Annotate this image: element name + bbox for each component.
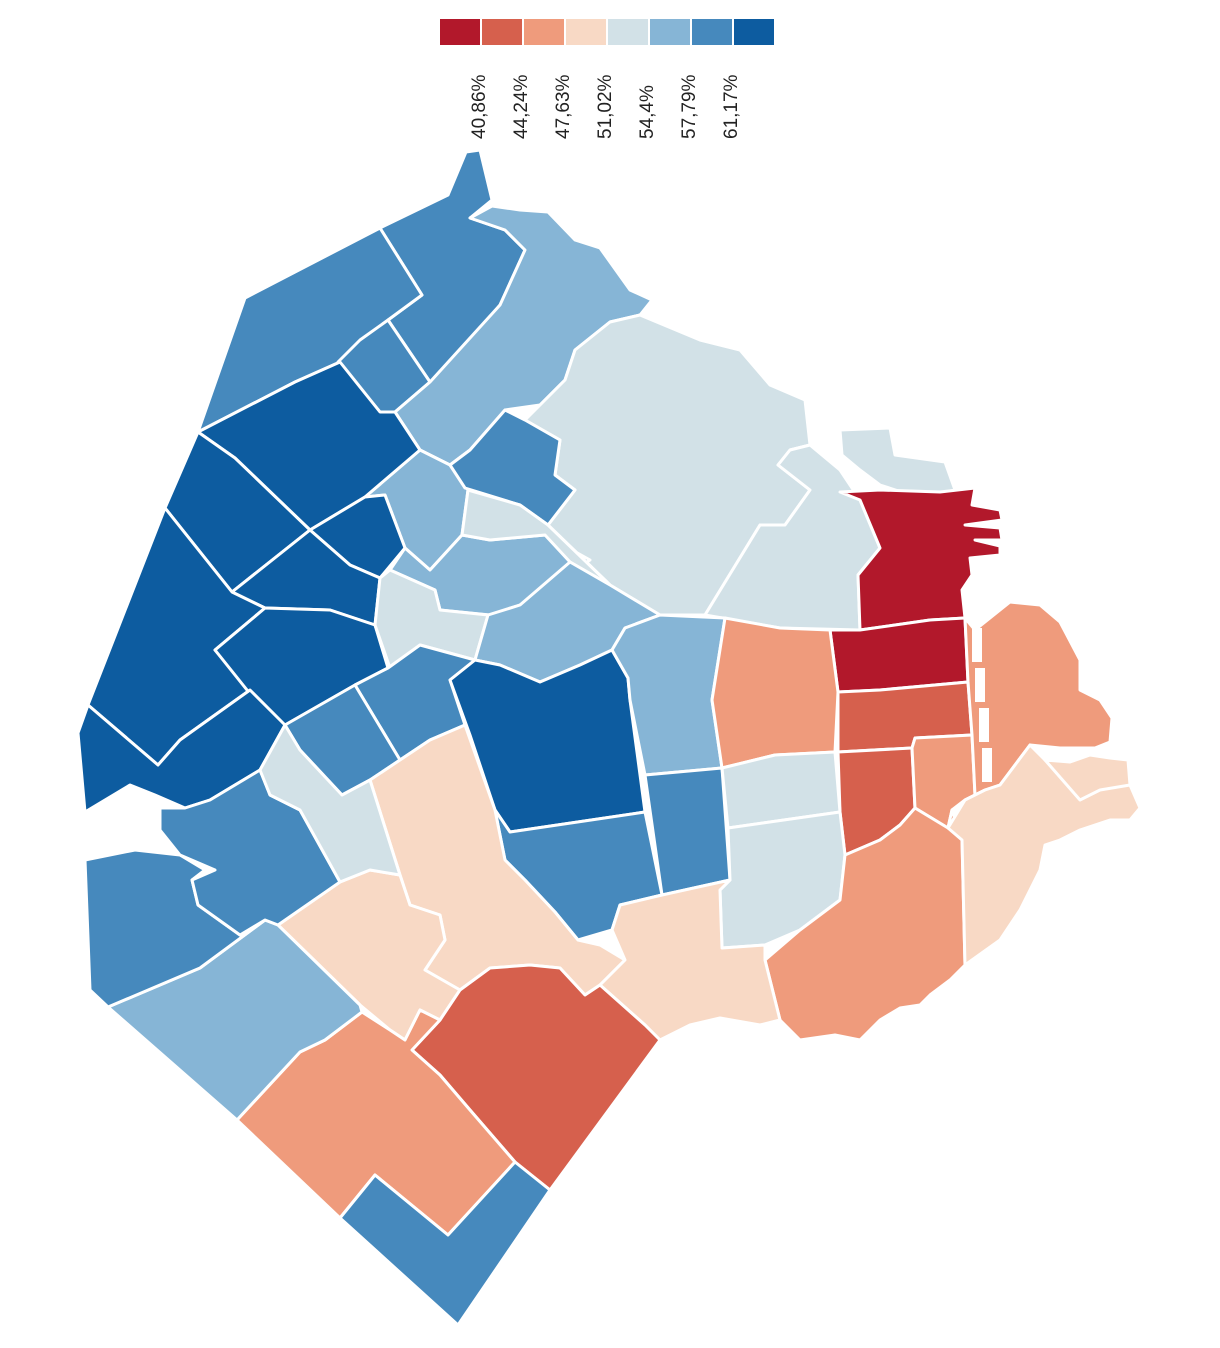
legend-swatch (566, 19, 606, 45)
dock-marker (972, 628, 982, 662)
district-e-salmon-1 (710, 616, 840, 770)
dock-marker (982, 748, 992, 782)
district-se-peach-2 (1043, 753, 1132, 802)
legend-swatch (608, 19, 648, 45)
legend-swatch (440, 19, 480, 45)
district-sw-mid-2 (158, 768, 342, 937)
district-sw-pale (258, 723, 402, 884)
district-e-red-dark (838, 486, 1004, 632)
map-regions (76, 148, 1142, 1327)
district-ne-islands (838, 426, 957, 500)
district-e-pale-1 (720, 750, 842, 830)
dock-marker (979, 708, 989, 742)
legend-swatch (692, 19, 732, 45)
district-s-tip (338, 1160, 552, 1327)
district-e-red-2 (828, 616, 970, 694)
legend-swatch (734, 19, 774, 45)
district-se-salmon-1 (963, 600, 1114, 797)
legend-swatch (650, 19, 690, 45)
district-se-peach-1 (946, 743, 1142, 967)
map-legend: 40,86% 44,24% 47,63% 51,02% 54,4% 57,79%… (440, 19, 776, 139)
legend-swatch (524, 19, 564, 45)
legend-swatch (482, 19, 522, 45)
dock-marker (975, 668, 985, 702)
